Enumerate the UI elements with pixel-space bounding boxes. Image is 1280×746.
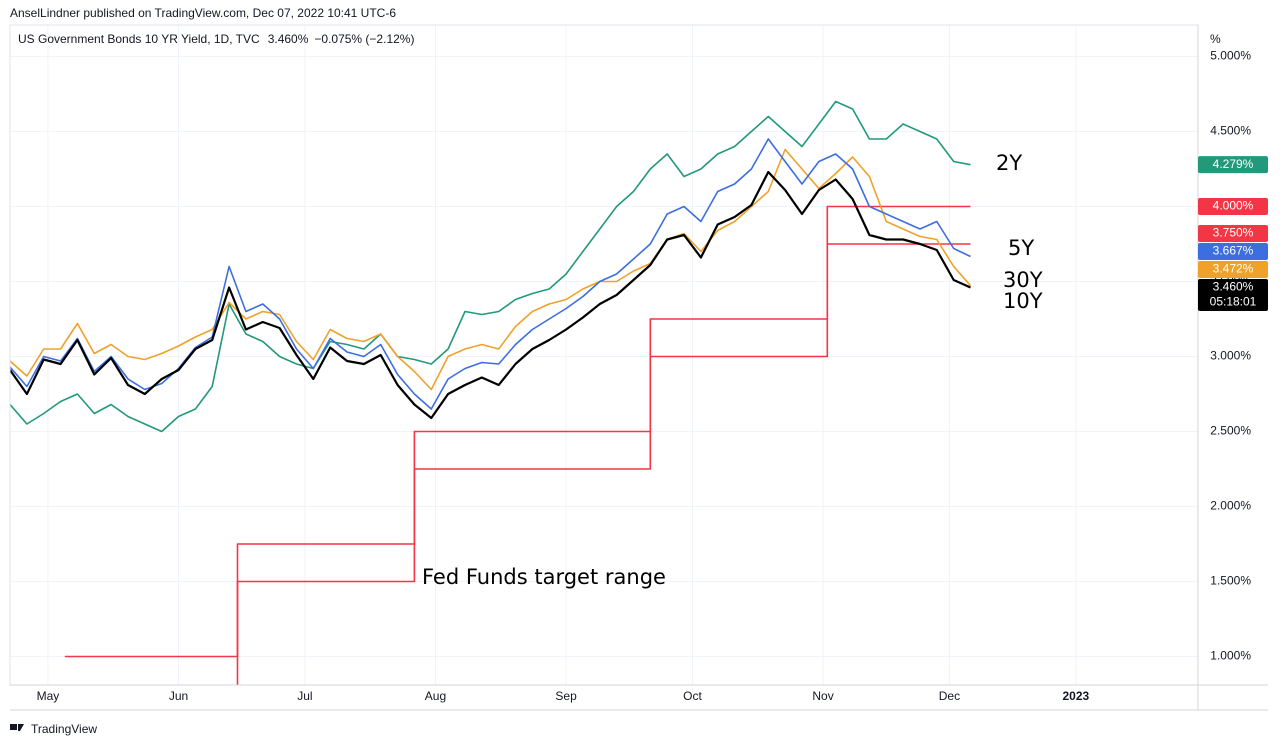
annotation: Fed Funds target range [422, 565, 666, 589]
brand: TradingView [31, 722, 97, 736]
symbol-line: US Government Bonds 10 YR Yield, 1D, TVC… [18, 32, 414, 46]
axis-unit: % [1210, 32, 1221, 46]
x-tick-label: Oct [683, 689, 702, 703]
y-tick-label: 1.000% [1210, 649, 1251, 663]
countdown-label: 05:18:01 [1210, 295, 1257, 309]
y-tick-label: 1.500% [1210, 574, 1251, 588]
x-tick-label: 2023 [1062, 689, 1089, 703]
annotation: 10Y [1003, 289, 1043, 313]
series-line [236, 243, 971, 685]
published-line: AnselLindner published on TradingView.co… [10, 6, 396, 20]
series-line [10, 148, 972, 391]
annotation: 30Y [1003, 268, 1043, 292]
price-badge-label: 3.472% [1213, 262, 1254, 276]
price-badge [1198, 279, 1268, 311]
y-tick-label: 5.000% [1210, 49, 1251, 63]
price-badge [1198, 261, 1268, 278]
y-tick-label: 4.500% [1210, 124, 1251, 138]
price-badge [1198, 243, 1268, 260]
series-line [10, 138, 971, 410]
annotation: 5Y [1008, 236, 1034, 260]
y-tick-label: 3.000% [1210, 349, 1251, 363]
price-badge-label: 3.460% [1213, 280, 1254, 294]
price-badge-label: 4.000% [1213, 199, 1254, 213]
plot-area [10, 25, 1198, 685]
price-badge [1198, 198, 1268, 215]
price-badge-label: 3.750% [1213, 226, 1254, 240]
x-tick-label: Dec [939, 689, 960, 703]
price-badge-label: 4.279% [1213, 157, 1254, 171]
x-tick-label: Nov [812, 689, 833, 703]
x-tick-label: Sep [555, 689, 577, 703]
annotation: 2Y [996, 151, 1022, 175]
price-badge [1198, 225, 1268, 242]
y-tick-label: 2.500% [1210, 424, 1251, 438]
y-tick-label: 2.000% [1210, 499, 1251, 513]
x-tick-label: May [37, 689, 60, 703]
price-badge [1198, 156, 1268, 174]
logo [10, 724, 24, 731]
x-tick-label: Jul [297, 689, 312, 703]
series-line [10, 100, 971, 433]
series-line [10, 170, 971, 420]
x-tick-label: Jun [169, 689, 188, 703]
x-tick-label: Aug [425, 689, 446, 703]
price-badge-label: 3.667% [1213, 244, 1254, 258]
